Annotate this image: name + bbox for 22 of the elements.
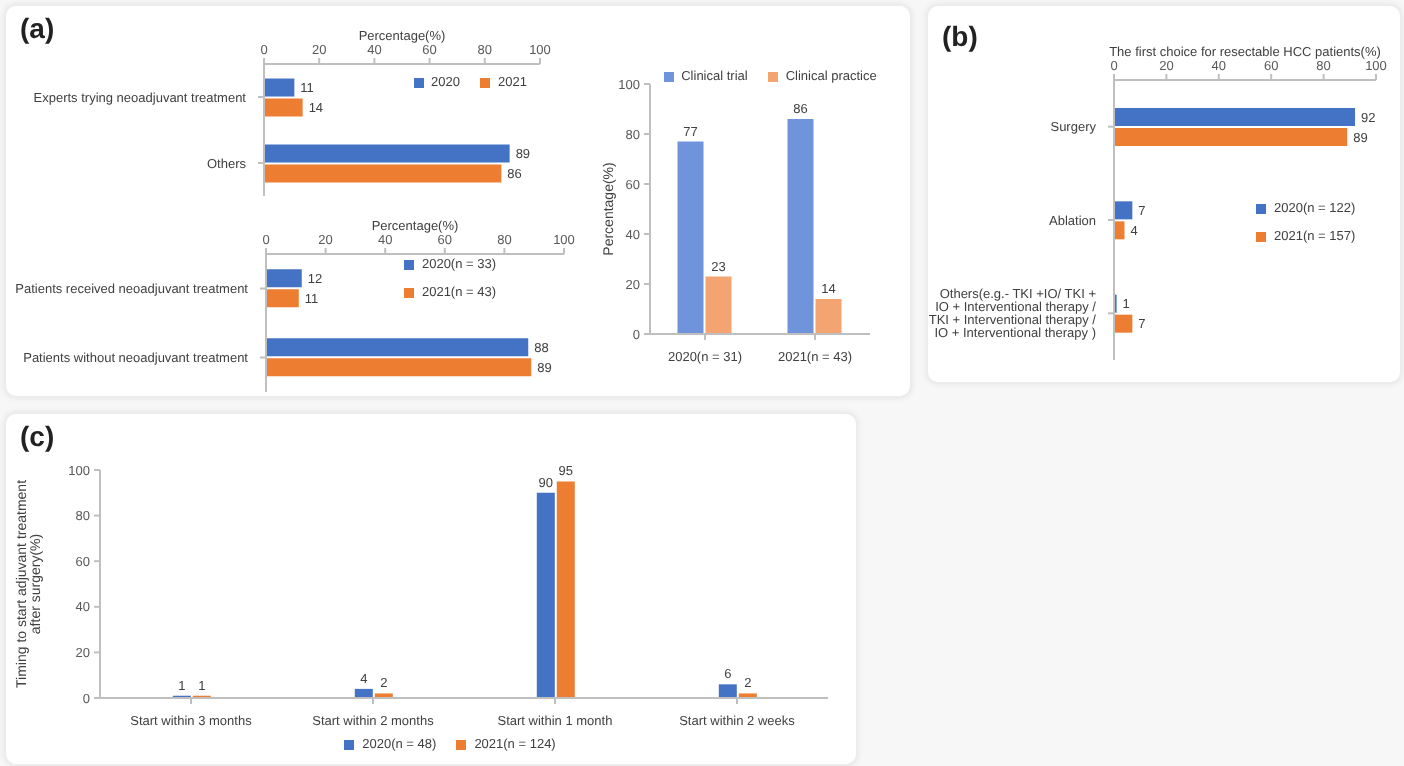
- bar: [1114, 314, 1133, 333]
- bar: [266, 269, 302, 288]
- bar: [266, 338, 529, 357]
- bar: [718, 684, 737, 698]
- bar: [705, 276, 732, 334]
- bar: [677, 141, 704, 334]
- bar: [1114, 128, 1348, 146]
- bar: [266, 289, 299, 308]
- bar: [815, 299, 842, 334]
- bar: [536, 492, 555, 698]
- bar: [264, 78, 295, 97]
- bar: [1114, 108, 1356, 126]
- bar: [264, 98, 303, 117]
- bar: [264, 164, 502, 183]
- bar: [787, 119, 814, 334]
- chart-title: (c): [20, 420, 55, 452]
- text: (a): [20, 12, 55, 44]
- bar: [264, 144, 510, 163]
- bar: [1114, 201, 1133, 220]
- bar: [266, 358, 532, 377]
- bar: [556, 481, 575, 698]
- chart-title: (b): [942, 20, 978, 52]
